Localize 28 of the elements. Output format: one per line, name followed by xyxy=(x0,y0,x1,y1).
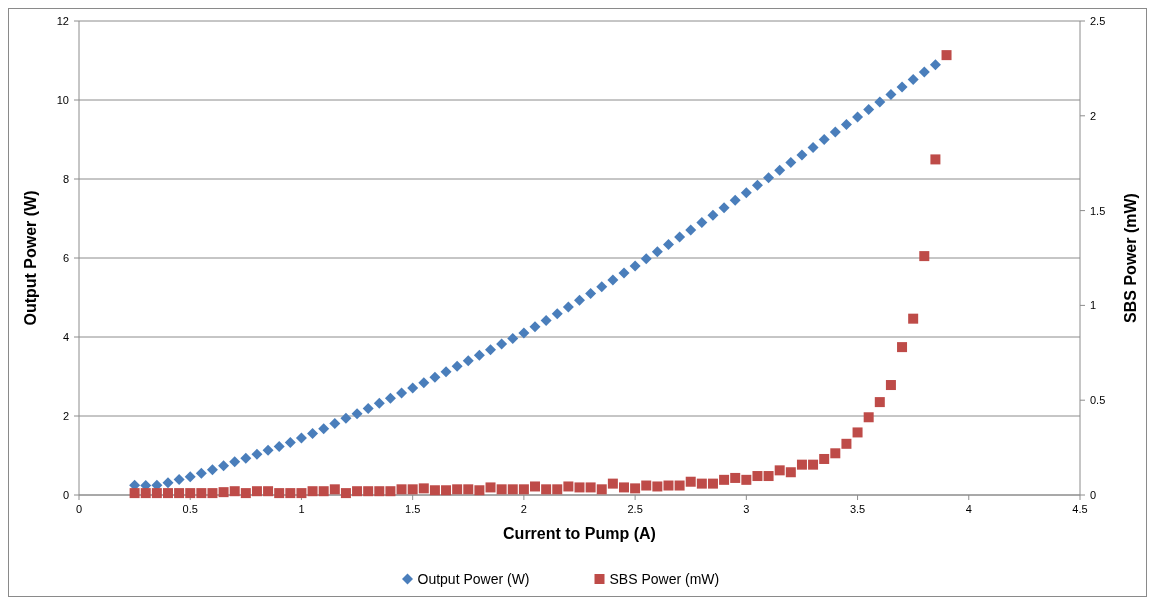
x-tick-label: 2.5 xyxy=(627,503,643,515)
x-tick-label: 1 xyxy=(298,503,305,515)
x-tick-label: 4 xyxy=(965,503,972,515)
y-tick-label: 6 xyxy=(62,252,69,264)
y2-tick-label: 0.5 xyxy=(1090,394,1106,407)
y-tick-label: 2 xyxy=(62,410,69,422)
y-tick-label: 4 xyxy=(62,331,69,343)
y2-axis-title: SBS Power (mW) xyxy=(1122,193,1139,323)
legend-label: Output Power (W) xyxy=(417,571,530,587)
x-tick-label: 0 xyxy=(75,503,83,515)
y-tick-label: 12 xyxy=(56,15,69,27)
x-tick-label: 4.5 xyxy=(1072,503,1088,515)
y2-tick-label: 2 xyxy=(1090,109,1097,122)
x-tick-label: 0.5 xyxy=(182,503,198,515)
y-tick-label: 10 xyxy=(56,94,69,106)
y-tick-label: 0 xyxy=(62,489,69,501)
y2-tick-label: 2.5 xyxy=(1090,15,1106,27)
y2-tick-label: 1.5 xyxy=(1090,204,1106,217)
y2-tick-label: 1 xyxy=(1090,299,1097,312)
x-tick-label: 1.5 xyxy=(405,503,421,515)
x-axis-title: Current to Pump (A) xyxy=(503,525,656,542)
x-tick-label: 3 xyxy=(743,503,750,515)
x-tick-label: 3.5 xyxy=(849,503,866,515)
y-axis-title: Output Power (W) xyxy=(22,190,39,326)
legend-label: SBS Power (mW) xyxy=(609,571,720,587)
y-tick-label: 8 xyxy=(62,173,69,185)
x-tick-label: 2 xyxy=(520,503,527,515)
y2-tick-label: 0 xyxy=(1090,489,1097,501)
